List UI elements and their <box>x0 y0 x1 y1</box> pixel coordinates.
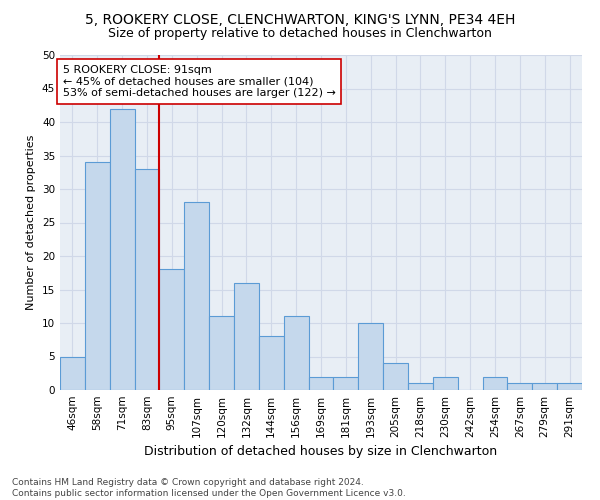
Bar <box>160 270 184 390</box>
Bar <box>284 316 308 390</box>
Bar <box>383 363 408 390</box>
Bar <box>408 384 433 390</box>
Bar <box>482 376 508 390</box>
Y-axis label: Number of detached properties: Number of detached properties <box>26 135 37 310</box>
X-axis label: Distribution of detached houses by size in Clenchwarton: Distribution of detached houses by size … <box>145 446 497 458</box>
Bar <box>259 336 284 390</box>
Bar <box>433 376 458 390</box>
Bar <box>234 283 259 390</box>
Bar <box>334 376 358 390</box>
Bar <box>60 356 85 390</box>
Text: 5, ROOKERY CLOSE, CLENCHWARTON, KING'S LYNN, PE34 4EH: 5, ROOKERY CLOSE, CLENCHWARTON, KING'S L… <box>85 12 515 26</box>
Bar <box>358 323 383 390</box>
Bar <box>184 202 209 390</box>
Bar <box>532 384 557 390</box>
Text: Size of property relative to detached houses in Clenchwarton: Size of property relative to detached ho… <box>108 28 492 40</box>
Bar <box>508 384 532 390</box>
Text: 5 ROOKERY CLOSE: 91sqm
← 45% of detached houses are smaller (104)
53% of semi-de: 5 ROOKERY CLOSE: 91sqm ← 45% of detached… <box>62 65 335 98</box>
Bar <box>110 108 134 390</box>
Bar <box>134 169 160 390</box>
Bar <box>308 376 334 390</box>
Bar <box>557 384 582 390</box>
Bar <box>85 162 110 390</box>
Text: Contains HM Land Registry data © Crown copyright and database right 2024.
Contai: Contains HM Land Registry data © Crown c… <box>12 478 406 498</box>
Bar <box>209 316 234 390</box>
